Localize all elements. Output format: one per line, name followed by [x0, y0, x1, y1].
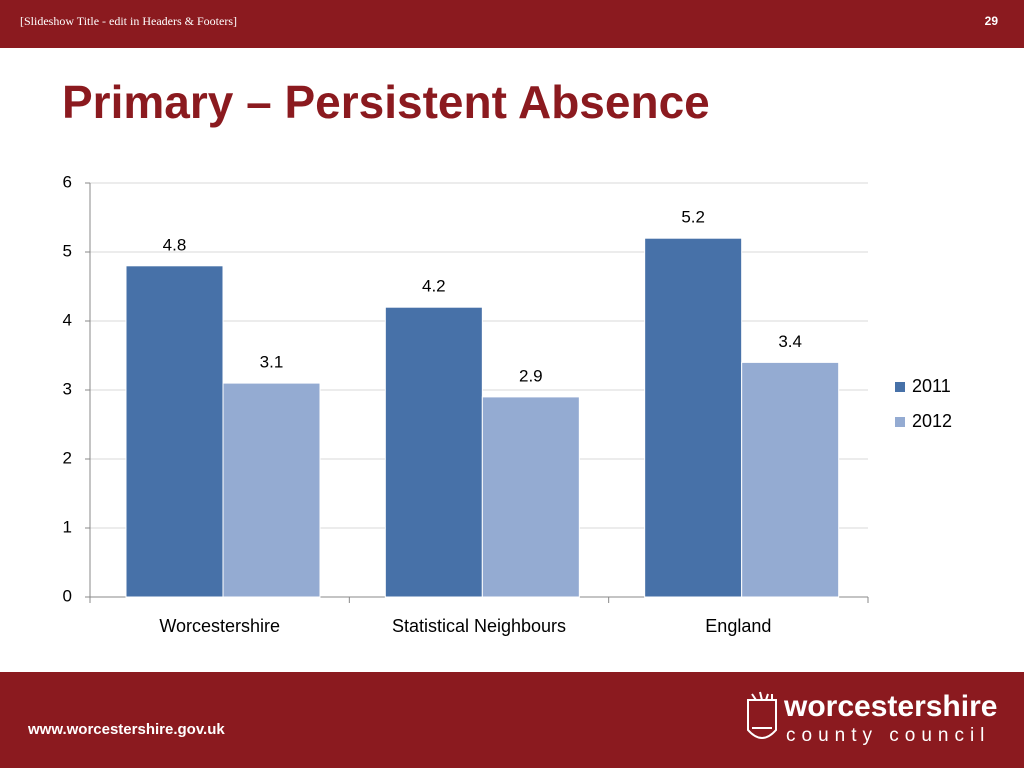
y-tick-label: 3: [63, 379, 72, 398]
legend-label: 2011: [912, 376, 951, 396]
data-label: 5.2: [681, 208, 705, 227]
logo-crest: [747, 691, 777, 739]
y-tick-label: 4: [63, 310, 72, 329]
data-label: 3.1: [260, 353, 284, 372]
x-tick-label: England: [705, 616, 771, 636]
header-bar: [0, 0, 1024, 48]
slide-title: Primary – Persistent Absence: [62, 76, 710, 128]
bar: [481, 396, 580, 598]
y-tick-label: 6: [63, 172, 72, 191]
bar: [125, 265, 224, 598]
x-tick-label: Worcestershire: [159, 616, 280, 636]
y-tick-label: 2: [63, 448, 72, 467]
header-text: [Slideshow Title - edit in Headers & Foo…: [20, 14, 237, 28]
legend-swatch: [895, 382, 905, 392]
legend-swatch: [895, 417, 905, 427]
x-tick-label: Statistical Neighbours: [392, 616, 566, 636]
bar: [384, 306, 483, 598]
y-tick-label: 5: [63, 241, 72, 260]
data-label: 4.8: [163, 235, 187, 254]
bar: [741, 361, 840, 598]
slide-number: 29: [985, 14, 999, 28]
legend-label: 2012: [912, 411, 952, 431]
logo-tagline: county council: [786, 725, 990, 746]
bar: [222, 382, 321, 598]
footer-bar: [0, 672, 1024, 768]
chart: 0 1 2 3 4 5 6 Worcestershire 4.8 3.1 Statistical N…: [63, 172, 953, 635]
footer-url: www.worcestershire.gov.uk: [27, 721, 225, 738]
data-label: 4.2: [422, 277, 446, 296]
logo-name: worcestershire: [783, 690, 997, 723]
data-label: 3.4: [778, 332, 802, 351]
y-tick-label: 1: [63, 517, 72, 536]
data-label: 2.9: [519, 366, 543, 385]
y-tick-label: 0: [63, 586, 72, 605]
bar: [644, 237, 743, 598]
